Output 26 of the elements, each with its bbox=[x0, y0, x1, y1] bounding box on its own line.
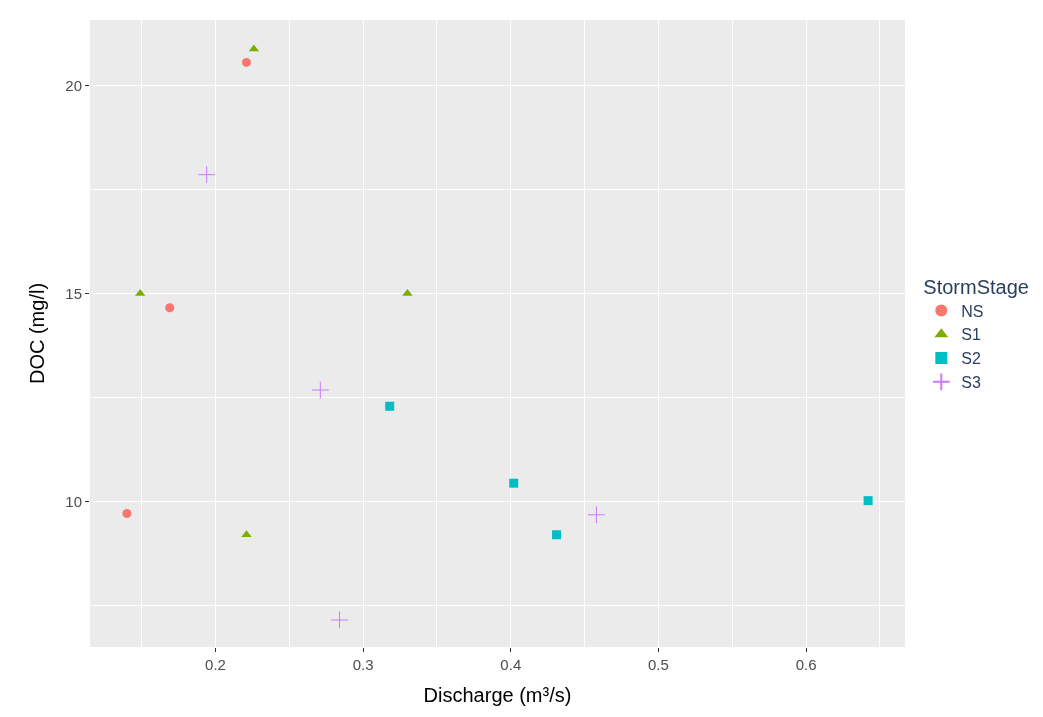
x-axis-title: Discharge (m³/s) bbox=[423, 683, 572, 706]
point bbox=[311, 381, 330, 399]
point bbox=[587, 505, 606, 524]
point bbox=[122, 509, 132, 519]
x-tick-label: 0.6 bbox=[795, 656, 817, 673]
x-tick-label: 0.5 bbox=[648, 656, 669, 673]
y-tick-label: 15 bbox=[65, 284, 82, 302]
legend-label: NS bbox=[961, 302, 984, 320]
x-tick-label: 0.3 bbox=[352, 656, 374, 673]
x-tick-label: 0.2 bbox=[205, 656, 226, 673]
y-axis-title: DOC (mg/l) bbox=[25, 282, 48, 385]
point bbox=[509, 478, 519, 488]
point bbox=[165, 303, 175, 313]
legend-title: StormStage bbox=[923, 275, 1029, 298]
point bbox=[385, 401, 395, 411]
legend-label: S1 bbox=[961, 326, 981, 344]
y-tick-label: 20 bbox=[65, 76, 82, 94]
legend-label: S2 bbox=[961, 350, 981, 368]
point bbox=[330, 611, 349, 629]
point bbox=[552, 530, 562, 540]
y-tick-label: 10 bbox=[65, 492, 82, 510]
x-tick-label: 0.4 bbox=[500, 656, 522, 673]
point bbox=[242, 57, 251, 67]
point bbox=[863, 496, 873, 506]
legend-label: S3 bbox=[961, 374, 981, 392]
point bbox=[197, 165, 216, 184]
